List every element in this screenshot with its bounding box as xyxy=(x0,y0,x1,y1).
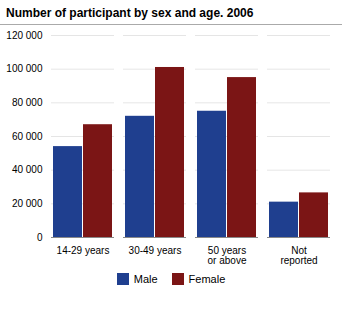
svg-text:30-49 years: 30-49 years xyxy=(129,245,182,256)
svg-text:50 yearsor above: 50 yearsor above xyxy=(208,245,247,266)
svg-text:Notreported: Notreported xyxy=(280,245,317,266)
html-text:Number of participant by sex a: Number of participant by sex and age. 20… xyxy=(6,6,254,20)
svg-text:100 000: 100 000 xyxy=(6,63,43,74)
svg-text:20 000: 20 000 xyxy=(12,198,43,209)
svg-text:0: 0 xyxy=(37,232,43,243)
html-text:Male: Male xyxy=(133,273,158,285)
html-text:Female: Female xyxy=(188,273,226,285)
svg-text:60 000: 60 000 xyxy=(12,131,43,142)
svg-text:14-29 years: 14-29 years xyxy=(57,245,110,256)
svg-text:120 000: 120 000 xyxy=(6,30,43,41)
svg-text:40 000: 40 000 xyxy=(12,164,43,175)
svg-text:80 000: 80 000 xyxy=(12,97,43,108)
